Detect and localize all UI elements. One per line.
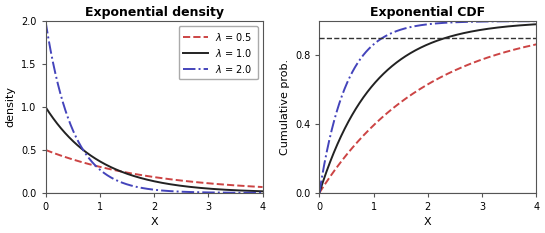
Title: Exponential density: Exponential density [84, 6, 223, 19]
X-axis label: X: X [424, 217, 432, 227]
Y-axis label: Cumulative prob.: Cumulative prob. [280, 59, 289, 155]
Y-axis label: density: density [5, 86, 16, 127]
Title: Exponential CDF: Exponential CDF [370, 6, 486, 19]
X-axis label: X: X [150, 217, 158, 227]
Legend: $\lambda$ = 0.5, $\lambda$ = 1.0, $\lambda$ = 2.0: $\lambda$ = 0.5, $\lambda$ = 1.0, $\lamb… [179, 26, 258, 79]
